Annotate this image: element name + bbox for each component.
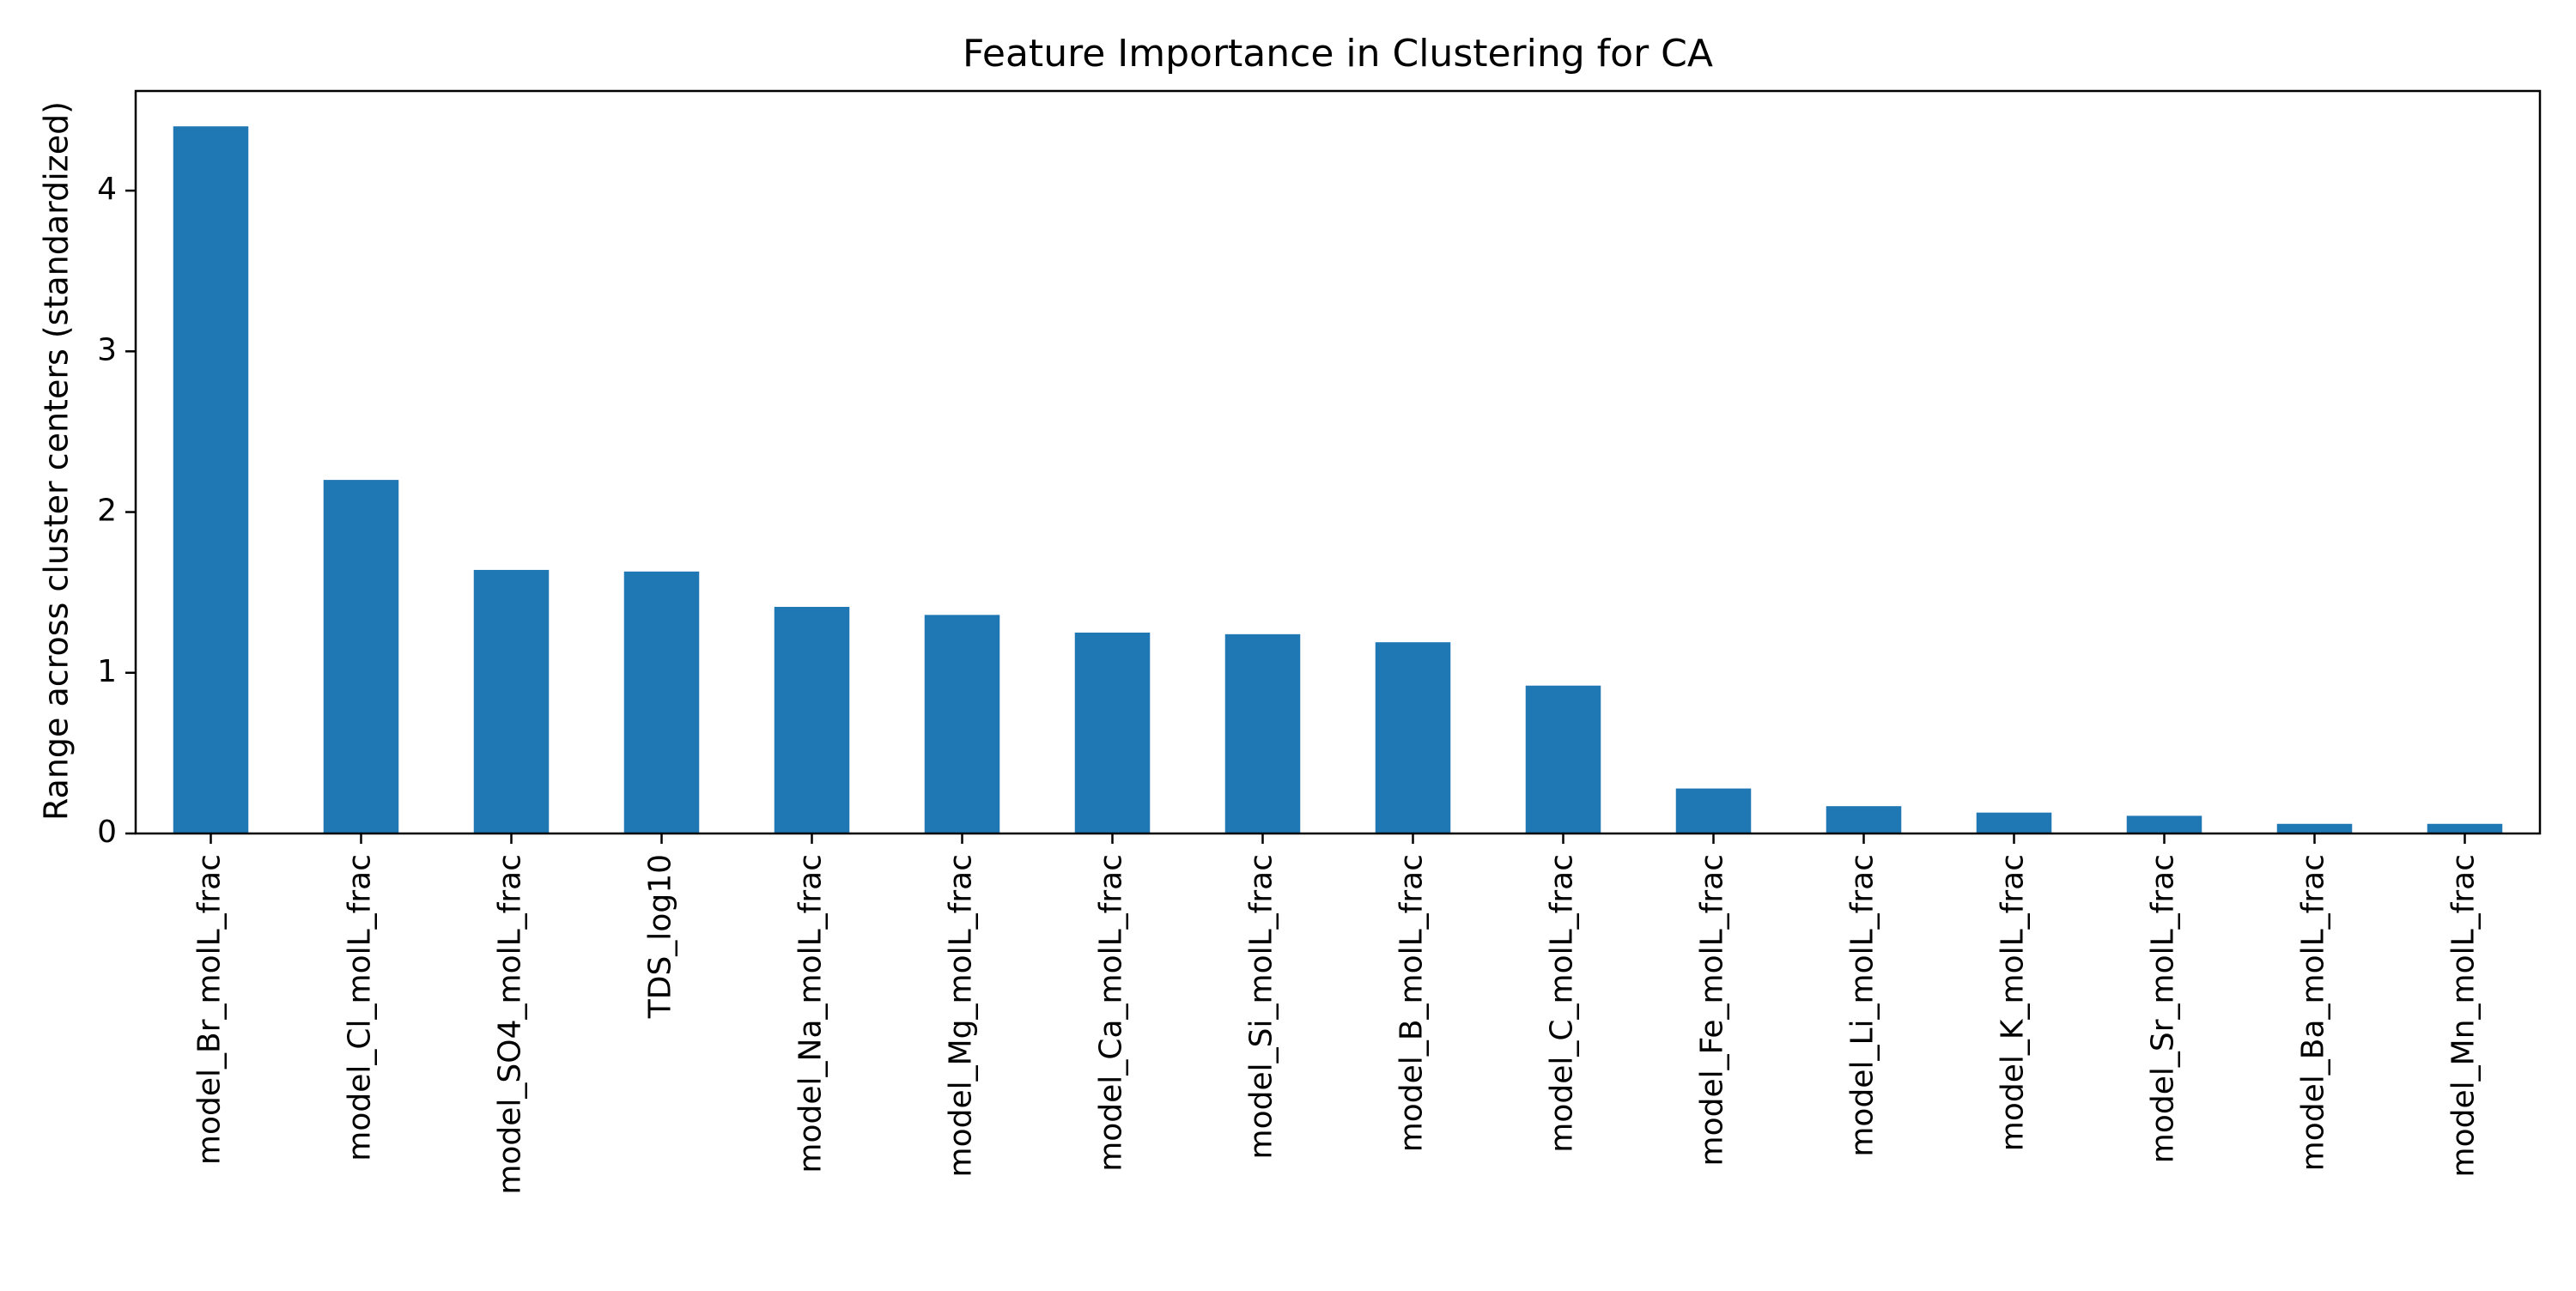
bar-TDS_log10: [623, 571, 700, 833]
bar-model_Na_molL_frac: [774, 607, 850, 833]
x-tick-label: model_Cl_molL_frac: [343, 854, 378, 1161]
x-tick-label: model_Na_molL_frac: [793, 854, 829, 1173]
bar-model_B_molL_frac: [1375, 642, 1451, 833]
y-tick-label: 4: [97, 172, 117, 207]
bar-model_Si_molL_frac: [1224, 633, 1301, 833]
y-axis-label: Range across cluster centers (standardiz…: [38, 101, 76, 821]
x-tick-label: model_C_molL_frac: [1545, 854, 1580, 1153]
x-tick-label: model_Ca_molL_frac: [1094, 854, 1129, 1172]
bar-model_Br_molL_frac: [173, 126, 249, 833]
bar-model_Sr_molL_frac: [2126, 815, 2202, 833]
bar-model_Ca_molL_frac: [1074, 632, 1151, 833]
x-tick-label: model_Li_molL_frac: [1845, 854, 1880, 1157]
y-tick-label: 1: [97, 654, 117, 689]
x-tick-label: model_Br_molL_frac: [192, 854, 228, 1165]
bar-model_Ba_molL_frac: [2276, 823, 2353, 833]
x-tick-label: TDS_log10: [643, 854, 678, 1019]
bars-layer: [173, 126, 2503, 833]
bar-model_C_molL_frac: [1525, 685, 1601, 833]
x-tick-label: model_Mg_molL_frac: [944, 854, 979, 1178]
bar-model_Mn_molL_frac: [2427, 823, 2503, 833]
plot-frame: [134, 89, 2542, 835]
x-axis-ticks: model_Br_molL_frac model_Cl_molL_frac mode…: [192, 833, 2482, 1195]
x-tick-label: model_Si_molL_frac: [1244, 854, 1279, 1159]
y-axis-ticks: 0 1 2 3 4: [97, 172, 136, 850]
bar-model_Li_molL_frac: [1826, 806, 1902, 833]
x-tick-label: model_Sr_molL_frac: [2146, 854, 2181, 1163]
bar-model_SO4_molL_frac: [473, 569, 550, 833]
x-tick-label: model_Fe_molL_frac: [1695, 854, 1730, 1166]
x-tick-label: model_Ba_molL_frac: [2296, 854, 2331, 1171]
y-tick-label: 3: [97, 332, 117, 367]
x-tick-label: model_SO4_molL_frac: [493, 854, 528, 1195]
y-tick-label: 2: [97, 494, 117, 529]
bar-model_Cl_molL_frac: [323, 480, 399, 833]
bar-model_Fe_molL_frac: [1675, 788, 1752, 833]
x-tick-label: model_B_molL_frac: [1394, 854, 1430, 1152]
x-tick-label: model_Mn_molL_frac: [2446, 854, 2482, 1177]
bar-model_Mg_molL_frac: [924, 615, 1000, 833]
chart-title: Feature Importance in Clustering for CA: [963, 32, 1713, 76]
x-tick-label: model_K_molL_frac: [1996, 854, 2031, 1151]
bar-model_K_molL_frac: [1976, 812, 2052, 833]
y-tick-label: 0: [97, 815, 117, 850]
